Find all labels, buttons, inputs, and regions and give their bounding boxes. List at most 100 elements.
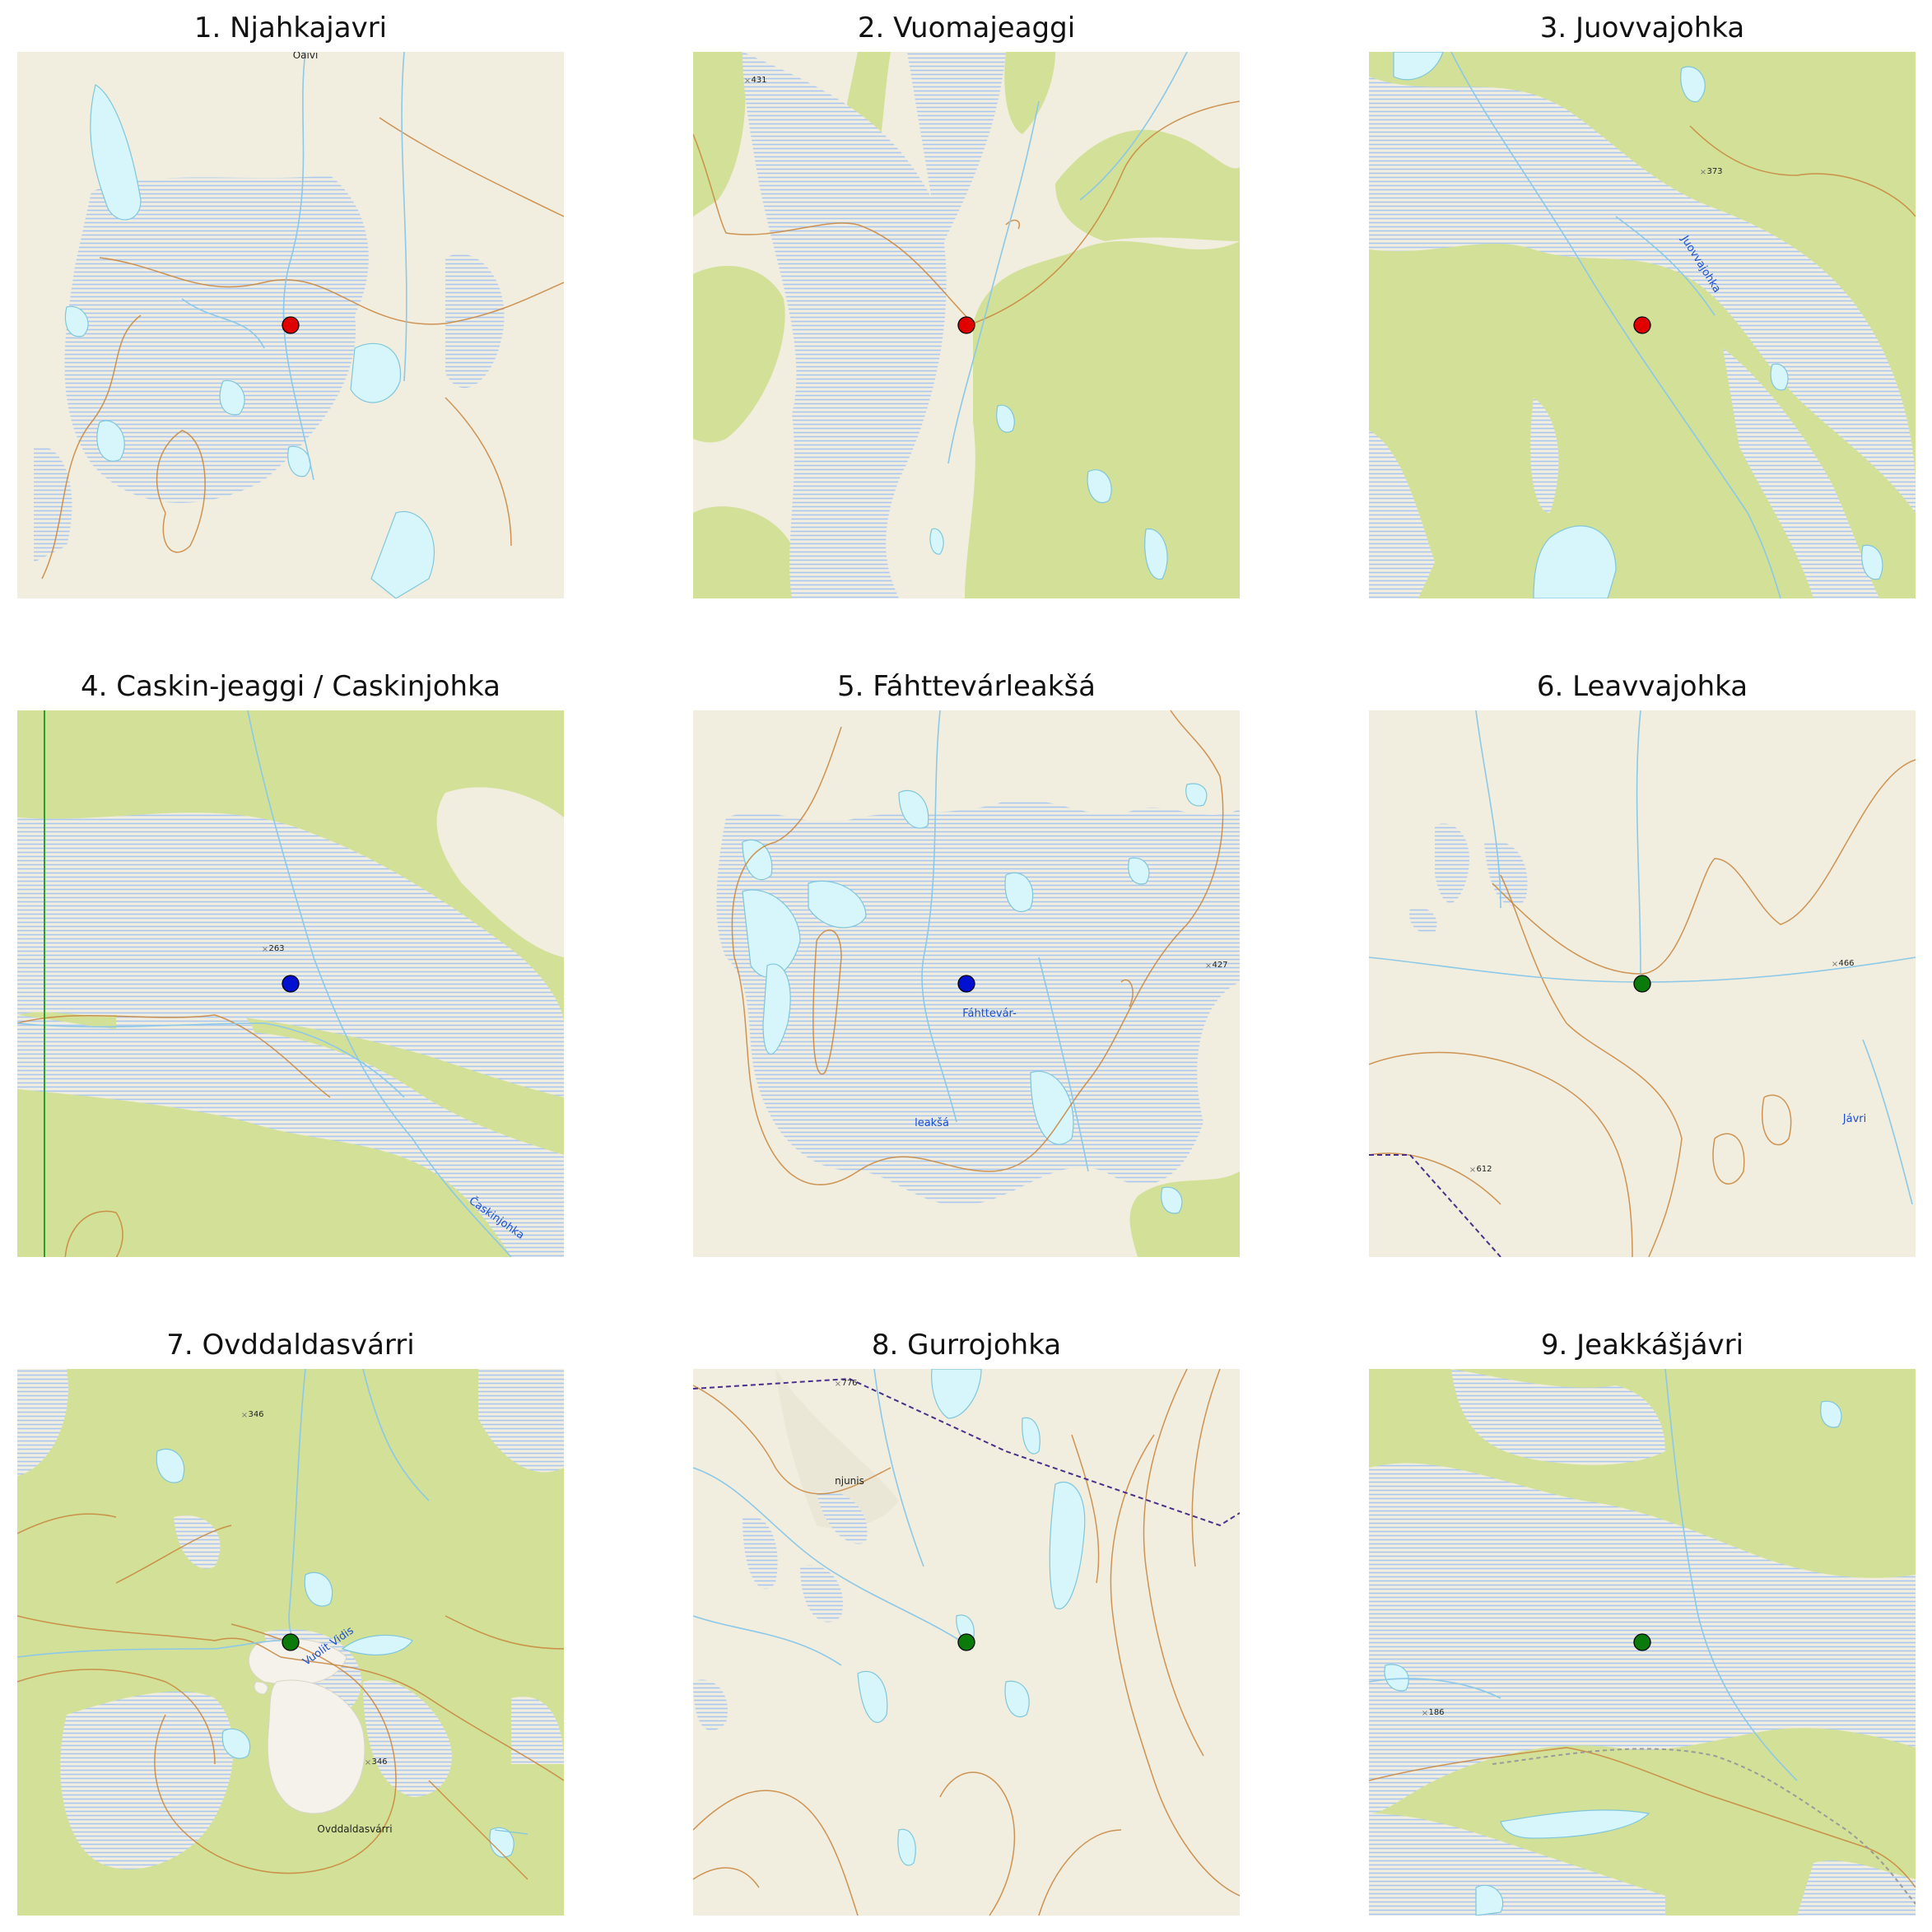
bog-area (445, 254, 505, 389)
forest-area (693, 506, 800, 598)
stream (247, 710, 512, 1257)
trail (1492, 1748, 1916, 1905)
forest-area (693, 266, 785, 443)
forest-area (1129, 1171, 1240, 1257)
stream (947, 100, 1040, 464)
stream (17, 1640, 282, 1658)
boundary-line (1369, 1154, 1501, 1257)
topographic-map: 776× njunis (693, 1369, 1240, 1916)
contour-line (99, 257, 564, 325)
spot-height-mark: × (1700, 168, 1706, 177)
contour-line (1369, 1152, 1501, 1205)
place-name-label: leakšá (915, 1117, 949, 1129)
panel-title: 1. Njahkajavri (193, 12, 388, 44)
map-tile: 263 × Časkinjohka (17, 710, 564, 1257)
lake (341, 1634, 413, 1655)
stream (181, 298, 265, 349)
spot-height-mark: × (365, 1758, 371, 1767)
contour-line (379, 117, 564, 217)
map-tile: 427 × Fáhttevár-leakšá (693, 710, 1240, 1257)
lake (90, 84, 142, 221)
contour-line (1071, 1434, 1100, 1584)
contour-line (1120, 979, 1134, 1008)
contour-line (939, 1771, 1016, 1916)
location-marker (1633, 316, 1651, 334)
bare-rock-area (267, 1679, 365, 1814)
spot-height-mark: × (835, 1380, 841, 1389)
lake (1680, 66, 1706, 103)
lake (1049, 1481, 1086, 1610)
contour-line (693, 1385, 892, 1495)
map-panel: 2. Vuomajeaggi 431 × (693, 12, 1240, 598)
spot-height-mark: × (1469, 1166, 1476, 1175)
lake (1030, 1070, 1074, 1145)
contour-line (1689, 125, 1916, 217)
lake (1004, 872, 1034, 913)
hill-shade (775, 1369, 899, 1529)
contour-line (156, 430, 206, 553)
contour-line (1500, 874, 1683, 1257)
map-panel: 6. Leavvajohka 466 × Jávri 612 × (1369, 670, 1916, 1257)
spot-height-label: 263 (268, 944, 284, 953)
map-tile: 431 × (693, 52, 1240, 598)
stream (1079, 52, 1188, 201)
lake (1185, 783, 1208, 807)
lake (762, 963, 791, 1054)
lake (350, 342, 402, 403)
lake (1087, 469, 1112, 504)
bog-area (174, 1515, 221, 1569)
map-panel: 8. Gurrojohka 776 × njunis (693, 1329, 1240, 1916)
bog-area (693, 1679, 728, 1731)
spot-height-label: 776 (841, 1379, 857, 1388)
map-tile: 346 × Vuolit Vidis 346 × Ovddaldasvárri (17, 1369, 564, 1916)
spot-height-label: 612 (1476, 1165, 1492, 1174)
bog-area (1435, 823, 1469, 903)
map-tile: 373 × Juovvajohka (1369, 52, 1916, 598)
contour-line (41, 314, 142, 580)
bog-area (511, 1697, 564, 1764)
spot-height-label: 186 (1428, 1708, 1444, 1717)
bog-area (817, 1491, 868, 1544)
map-panel: 4. Caskin-jeaggi / Caskinjohka 263 × Časkin… (17, 670, 564, 1257)
lake (96, 420, 125, 462)
contour-line (693, 100, 1240, 324)
bog-area (800, 1565, 843, 1622)
spot-height-label: 427 (1212, 961, 1227, 970)
lake (64, 305, 89, 338)
lake (494, 1829, 528, 1835)
bog-area (743, 1515, 778, 1590)
spot-height-mark: × (262, 945, 268, 954)
lake (1004, 1680, 1030, 1718)
lake (219, 379, 245, 416)
place-name-label: Jávri (1842, 1113, 1866, 1125)
map-panel: 7. Ovddaldasvárri 346 × Vuolit Vidis 346 × Ovd… (17, 1329, 564, 1916)
lake (1500, 1809, 1650, 1839)
panel-title: 3. Juovvajohka (1539, 12, 1745, 44)
contour-line (693, 1790, 859, 1916)
stream (1862, 1039, 1913, 1205)
location-marker (957, 1633, 975, 1651)
location-marker (282, 975, 300, 993)
contour-line (428, 1780, 528, 1880)
location-marker (282, 316, 300, 334)
open-area (436, 787, 564, 957)
spot-height-mark: × (1832, 960, 1838, 969)
bog-area (34, 445, 72, 562)
map-tile: 466 × Jávri 612 × (1369, 710, 1916, 1257)
contour-line (17, 1014, 331, 1098)
place-name-label: Fáhttevár- (962, 1008, 1017, 1020)
place-name-label: Ovddaldasvárri (317, 1823, 392, 1835)
contour-line (1038, 1829, 1122, 1916)
bog-area (716, 799, 1240, 1206)
topographic-map: 373×Juovvajohka (1369, 52, 1916, 598)
lake (808, 880, 867, 929)
bog-area (60, 1691, 234, 1869)
lake (489, 1827, 514, 1858)
stream (873, 1369, 924, 1567)
stream (401, 52, 407, 382)
bog-area (17, 1015, 564, 1257)
location-marker (957, 975, 975, 993)
map-panel: 9. Jeakkášjávri 186 × (1369, 1329, 1916, 1916)
stream (693, 1467, 974, 1650)
